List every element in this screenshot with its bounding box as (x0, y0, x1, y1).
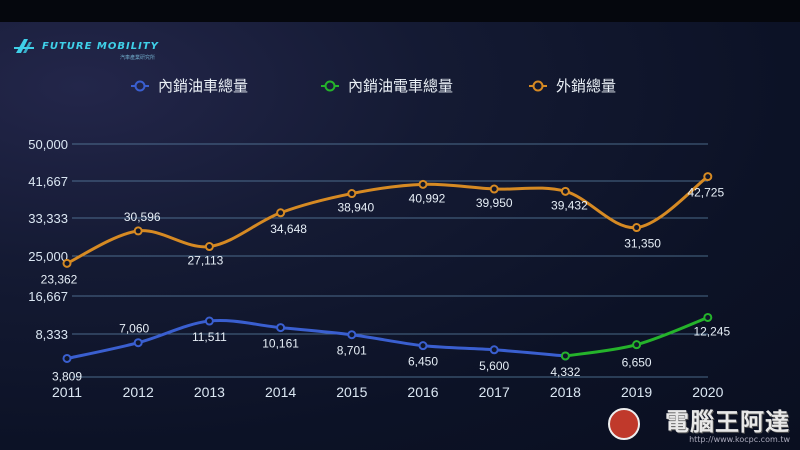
data-point (418, 179, 428, 189)
legend-marker (134, 80, 146, 92)
data-label: 12,245 (693, 324, 730, 338)
data-label: 27,113 (187, 254, 223, 268)
data-point (347, 330, 357, 340)
x-tick-label: 2016 (407, 384, 438, 400)
y-tick-label: 25,000 (28, 249, 68, 264)
data-label: 6,450 (408, 355, 438, 369)
y-tick-label: 50,000 (28, 137, 68, 152)
legend-marker (532, 80, 544, 92)
brand-subtitle: 汽車產業研究所 (120, 55, 156, 61)
series-line (65, 175, 710, 265)
data-point (133, 338, 143, 348)
data-label: 4,332 (550, 365, 580, 379)
y-tick-label: 33,333 (28, 211, 68, 226)
data-point (703, 172, 713, 182)
future-mobility-logo-icon (14, 39, 34, 53)
data-point (418, 341, 428, 351)
data-label: 5,600 (479, 359, 509, 373)
data-point (560, 186, 570, 196)
y-tick-label: 8,333 (35, 327, 68, 342)
x-tick-label: 2013 (194, 384, 225, 400)
data-label: 10,161 (262, 337, 299, 351)
x-tick-label: 2018 (550, 384, 581, 400)
data-point (204, 242, 214, 252)
data-label: 40,992 (409, 191, 446, 205)
x-tick-label: 2020 (692, 384, 723, 400)
x-tick-label: 2012 (123, 384, 154, 400)
data-label: 42,725 (687, 186, 724, 200)
data-label: 30,596 (124, 210, 161, 224)
watermark-name: 電腦王阿達 (665, 408, 790, 436)
data-point (276, 323, 286, 333)
data-point (62, 353, 72, 363)
watermark-mascot-icon (608, 408, 640, 440)
x-tick-label: 2014 (265, 384, 296, 400)
data-point (489, 345, 499, 355)
data-point (276, 208, 286, 218)
data-label: 3,809 (52, 369, 82, 383)
data-point (62, 258, 72, 268)
data-point (489, 184, 499, 194)
y-tick-label: 16,667 (28, 289, 68, 304)
y-tick-label: 41,667 (28, 174, 68, 189)
data-point (632, 223, 642, 233)
watermark: 電腦王阿達 http://www.kocpc.com.tw (665, 402, 790, 444)
legend-label: 內銷油電車總量 (348, 77, 453, 95)
data-label: 7,060 (119, 322, 149, 336)
data-label: 11,511 (192, 330, 227, 344)
series-line (65, 319, 567, 360)
legend-label: 外銷總量 (556, 77, 616, 95)
data-point (703, 312, 713, 322)
watermark-url: http://www.kocpc.com.tw (689, 435, 790, 444)
series-line (563, 315, 710, 358)
data-point (347, 189, 357, 199)
brand-name: FUTURE MOBILITY (42, 40, 159, 52)
data-point (632, 340, 642, 350)
data-label: 34,648 (270, 222, 307, 236)
data-label: 8,701 (337, 344, 367, 358)
data-label: 31,350 (624, 237, 661, 251)
data-point (560, 351, 570, 361)
data-label: 6,650 (622, 356, 652, 370)
slide-background (0, 22, 800, 450)
brand-logo: FUTURE MOBILITY (14, 38, 159, 54)
x-tick-label: 2019 (621, 384, 652, 400)
data-point (204, 316, 214, 326)
x-tick-label: 2017 (479, 384, 510, 400)
legend-label: 內銷油車總量 (158, 77, 248, 95)
data-label: 38,940 (337, 201, 374, 215)
data-label: 39,950 (476, 196, 513, 210)
x-tick-label: 2011 (52, 384, 82, 400)
legend-marker (324, 80, 336, 92)
data-point (133, 226, 143, 236)
data-label: 39,432 (551, 198, 588, 212)
x-tick-label: 2015 (336, 384, 367, 400)
data-label: 23,362 (41, 272, 78, 286)
